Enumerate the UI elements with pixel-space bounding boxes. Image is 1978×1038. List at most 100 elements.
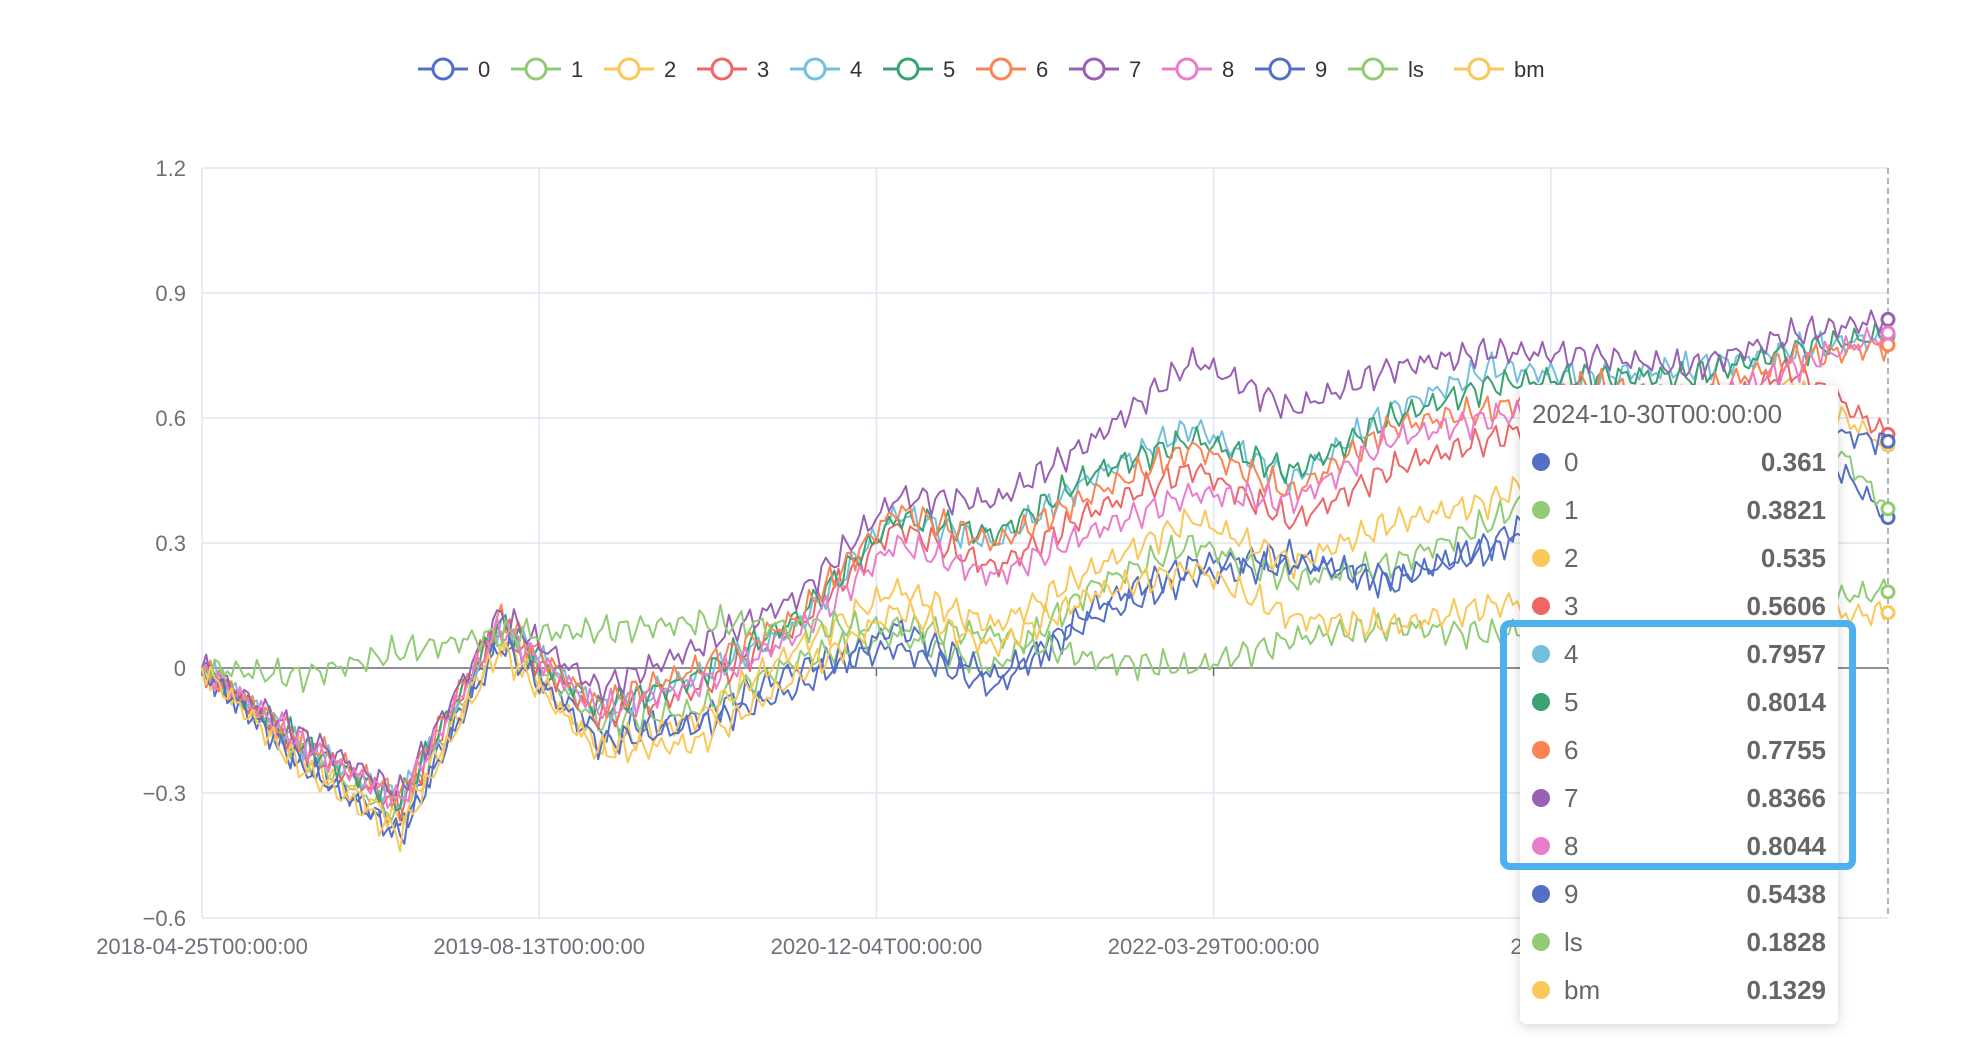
series-end-marker-7 — [1880, 311, 1896, 327]
legend-marker — [524, 57, 548, 81]
legend-label: ls — [1408, 57, 1424, 82]
legend-item-7[interactable]: 7 — [1069, 57, 1141, 82]
legend-item-bm[interactable]: bm — [1454, 57, 1545, 82]
tooltip-dot — [1532, 981, 1550, 999]
tooltip-series-value: 0.1329 — [1746, 974, 1826, 1005]
y-tick-label: 0.3 — [155, 531, 186, 556]
tooltip-row-8: 8 0.8044 — [1520, 822, 1838, 870]
tooltip-series-name: 2 — [1564, 542, 1579, 573]
legend-label: 3 — [757, 57, 769, 82]
tooltip-dot — [1532, 501, 1550, 519]
legend-item-2[interactable]: 2 — [604, 57, 676, 82]
tooltip-dot — [1532, 549, 1550, 567]
legend-item-1[interactable]: 1 — [511, 57, 583, 82]
x-tick-label: 2020-12-04T00:00:00 — [771, 934, 983, 959]
tooltip-row-4: 4 0.7957 — [1520, 630, 1838, 678]
legend-item-8[interactable]: 8 — [1162, 57, 1234, 82]
series-end-marker-9 — [1880, 433, 1896, 449]
legend-marker — [1082, 57, 1106, 81]
legend-item-6[interactable]: 6 — [976, 57, 1048, 82]
legend-marker — [1268, 57, 1292, 81]
legend-item-ls[interactable]: ls — [1348, 57, 1424, 82]
tooltip-series-value: 0.8044 — [1746, 830, 1826, 861]
tooltip-title: 2024-10-30T00:00:00 — [1532, 399, 1783, 429]
tooltip: 2024-10-30T00:00:00 0 0.361 1 0.3821 2 0.535 3… — [1520, 385, 1838, 1024]
tooltip-row-2: 2 0.535 — [1520, 534, 1838, 582]
y-tick-label: 0 — [174, 656, 186, 681]
x-tick-label: 2019-08-13T00:00:00 — [433, 934, 645, 959]
legend-marker — [1467, 57, 1491, 81]
legend-label: 6 — [1036, 57, 1048, 82]
y-tick-label: −0.3 — [143, 781, 186, 806]
legend-label: 2 — [664, 57, 676, 82]
tooltip-row-3: 3 0.5606 — [1520, 582, 1838, 630]
tooltip-series-name: 3 — [1564, 590, 1579, 621]
legend-label: 4 — [850, 57, 862, 82]
tooltip-dot — [1532, 645, 1550, 663]
tooltip-row-6: 6 0.7755 — [1520, 726, 1838, 774]
tooltip-row-1: 1 0.3821 — [1520, 486, 1838, 534]
legend-marker — [1361, 57, 1385, 81]
tooltip-dot — [1532, 837, 1550, 855]
tooltip-series-name: 9 — [1564, 878, 1579, 909]
tooltip-series-name: 0 — [1564, 446, 1579, 477]
legend-marker — [617, 57, 641, 81]
legend-item-3[interactable]: 3 — [697, 57, 769, 82]
tooltip-row-9: 9 0.5438 — [1520, 870, 1838, 918]
legend-marker — [431, 57, 455, 81]
legend-item-0[interactable]: 0 — [418, 57, 490, 82]
tooltip-row-bm: bm 0.1329 — [1520, 966, 1838, 1014]
tooltip-row-ls: ls 0.1828 — [1520, 918, 1838, 966]
series-end-marker-8 — [1880, 325, 1896, 341]
tooltip-series-name: ls — [1564, 926, 1583, 957]
tooltip-dot — [1532, 741, 1550, 759]
legend-marker — [1175, 57, 1199, 81]
legend[interactable]: 0 1 2 3 4 5 6 7 8 9 ls bm — [418, 57, 1545, 82]
legend-label: 8 — [1222, 57, 1234, 82]
y-tick-label: −0.6 — [143, 906, 186, 931]
tooltip-series-value: 0.8366 — [1746, 782, 1826, 813]
tooltip-series-name: 6 — [1564, 734, 1579, 765]
tooltip-row-0: 0 0.361 — [1520, 438, 1838, 486]
legend-item-9[interactable]: 9 — [1255, 57, 1327, 82]
tooltip-series-value: 0.1828 — [1746, 926, 1826, 957]
tooltip-series-value: 0.3821 — [1746, 494, 1826, 525]
tooltip-series-value: 0.8014 — [1746, 686, 1826, 717]
legend-item-5[interactable]: 5 — [883, 57, 955, 82]
y-tick-label: 1.2 — [155, 156, 186, 181]
tooltip-series-name: 8 — [1564, 830, 1579, 861]
tooltip-series-name: bm — [1564, 974, 1601, 1005]
legend-marker — [710, 57, 734, 81]
series-end-marker-1 — [1880, 501, 1896, 517]
series-end-marker-6 — [1880, 337, 1896, 353]
tooltip-series-value: 0.361 — [1760, 446, 1826, 477]
tooltip-series-value: 0.5606 — [1746, 590, 1826, 621]
legend-marker — [803, 57, 827, 81]
tooltip-series-name: 7 — [1564, 782, 1579, 813]
tooltip-dot — [1532, 885, 1550, 903]
tooltip-row-5: 5 0.8014 — [1520, 678, 1838, 726]
legend-label: 0 — [478, 57, 490, 82]
tooltip-series-value: 0.7755 — [1746, 734, 1826, 765]
tooltip-dot — [1532, 597, 1550, 615]
tooltip-rows: 0 0.361 1 0.3821 2 0.535 3 0.5606 4 0.7957 5 0.8014… — [1520, 438, 1838, 1014]
legend-label: 1 — [571, 57, 583, 82]
legend-label: bm — [1514, 57, 1545, 82]
tooltip-dot — [1532, 789, 1550, 807]
tooltip-series-value: 0.5438 — [1746, 878, 1826, 909]
tooltip-series-value: 0.7957 — [1746, 638, 1826, 669]
tooltip-series-name: 5 — [1564, 686, 1579, 717]
tooltip-series-name: 1 — [1564, 494, 1579, 525]
legend-label: 5 — [943, 57, 955, 82]
tooltip-series-value: 0.535 — [1760, 542, 1826, 573]
legend-item-4[interactable]: 4 — [790, 57, 862, 82]
x-tick-label: 2018-04-25T00:00:00 — [96, 934, 308, 959]
y-tick-label: 0.6 — [155, 406, 186, 431]
tooltip-dot — [1532, 453, 1550, 471]
tooltip-dot — [1532, 693, 1550, 711]
tooltip-dot — [1532, 933, 1550, 951]
legend-marker — [896, 57, 920, 81]
y-tick-label: 0.9 — [155, 281, 186, 306]
series-end-marker-bm — [1880, 605, 1896, 621]
